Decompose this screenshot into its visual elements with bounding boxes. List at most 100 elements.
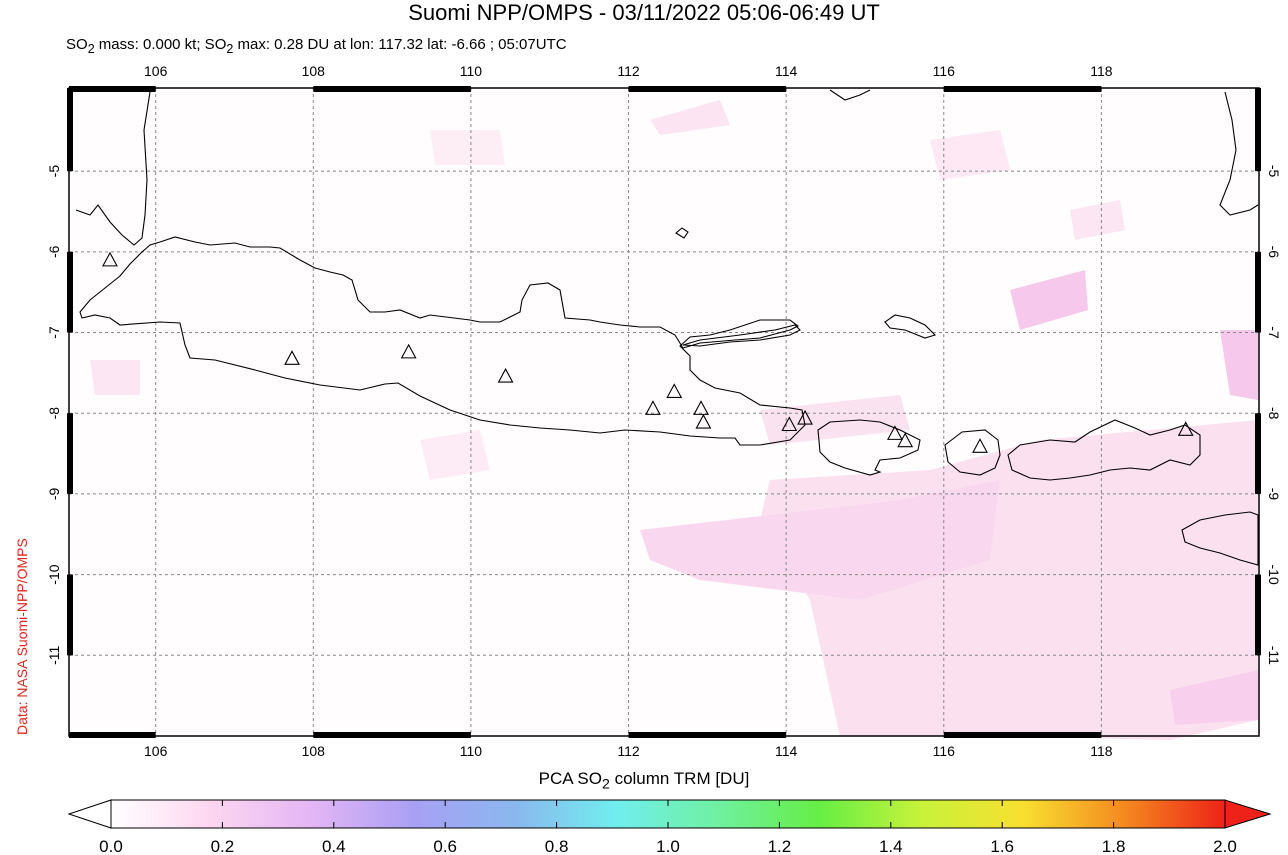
lon-tick-label-bottom: 110	[460, 743, 483, 759]
lon-tick-label-top: 118	[1090, 63, 1113, 79]
frame-bar-bottom	[943, 732, 1102, 738]
colorbar-tick-label: 1.2	[768, 837, 792, 855]
frame-bar-left	[67, 88, 73, 172]
lon-tick-label-bottom: 112	[617, 743, 640, 759]
coastlines	[75, 89, 1259, 566]
lat-tick-label-left: -11	[46, 645, 62, 664]
colorbar-tick-label: 1.4	[879, 837, 903, 855]
colorbar-tick-label: 0.2	[211, 837, 235, 855]
lat-tick-label-left: -10	[46, 564, 62, 584]
coastline-sumatra	[75, 91, 151, 246]
colorbar-tick-label: 0.8	[545, 837, 569, 855]
frame-scale-bars	[67, 86, 1261, 738]
lat-tick-label-right: -7	[1266, 326, 1282, 339]
volcano-marker	[102, 251, 118, 267]
frame-bar-top	[69, 86, 156, 92]
lat-tick-label-left: -8	[46, 407, 62, 420]
colorbar-tick-label: 1.8	[1102, 837, 1126, 855]
lon-tick-label-top: 106	[144, 63, 168, 79]
colorbar-tick-label: 2.0	[1213, 837, 1237, 855]
frame-bar-right	[1255, 413, 1261, 494]
volcano-layer	[102, 251, 1194, 453]
volcano-marker	[897, 432, 914, 448]
so2-swath	[90, 360, 140, 395]
coastline-lombok	[944, 429, 1001, 476]
coastline-bawean	[675, 227, 689, 239]
volcano-marker	[693, 400, 709, 415]
coastline-sumba	[1181, 511, 1259, 566]
frame-bar-top	[628, 86, 787, 92]
frame-bar-bottom	[313, 732, 471, 738]
coastline-sulawesi	[1219, 91, 1259, 216]
so2-swath	[1010, 270, 1088, 330]
colorbar-over-arrow	[1224, 799, 1272, 829]
colorbar-tick-label: 0.4	[322, 837, 346, 855]
frame-bar-right	[1255, 251, 1261, 333]
colorbar-tick-label: 1.6	[990, 837, 1014, 855]
colorbar-title: PCA SO2 column TRM [DU]	[538, 769, 750, 793]
coastline-bali	[817, 419, 921, 476]
axis-tick-labels: 106 106 108 108 110 110 112 112 114 114 116 116 118 1…	[46, 63, 1282, 759]
lon-tick-label-top: 116	[933, 63, 956, 79]
frame-bar-bottom	[628, 732, 787, 738]
plot-title: Suomi NPP/OMPS - 03/11/2022 05:06-06:49 …	[408, 0, 880, 25]
frame-bar-top	[943, 86, 1102, 92]
lat-tick-label-right: -6	[1266, 246, 1282, 259]
volcano-marker	[972, 438, 988, 453]
lat-tick-label-right: -5	[1266, 165, 1282, 178]
lon-tick-label-top: 110	[460, 63, 483, 79]
volcano-marker	[797, 409, 813, 425]
coastline-madura	[682, 324, 801, 347]
so2-swath	[930, 130, 1010, 180]
so2-swath	[760, 420, 1258, 740]
frame-bar-right	[1255, 88, 1261, 172]
so2-swath	[650, 100, 730, 135]
so2-swath	[1070, 200, 1125, 240]
lon-tick-label-bottom: 114	[775, 743, 798, 759]
volcano-marker	[695, 413, 712, 429]
so2-swath	[420, 430, 490, 480]
colorbar-ticks: 0.0 0.2 0.4 0.6 0.8 1.0 1.2 1.4 1.6 1.8 2.0	[99, 800, 1237, 855]
coastline-java	[79, 236, 806, 446]
frame-bar-left	[67, 574, 73, 656]
colorbar-tick-label: 1.0	[656, 837, 680, 855]
so2-swath	[430, 130, 505, 165]
lat-tick-label-left: -6	[46, 245, 62, 258]
frame-bar-left	[67, 251, 73, 333]
frame-bar-right	[1255, 574, 1261, 656]
lat-tick-label-right: -11	[1266, 646, 1282, 665]
lon-tick-label-top: 108	[302, 63, 326, 79]
lat-tick-label-right: -9	[1266, 488, 1282, 501]
frame-bar-left	[67, 413, 73, 494]
frame-bar-bottom	[69, 732, 156, 738]
so2-swath	[1170, 670, 1258, 725]
volcano-marker	[666, 383, 683, 398]
lon-tick-label-top: 112	[617, 63, 640, 79]
frame-bar-top	[313, 86, 471, 92]
volcano-marker	[400, 343, 417, 359]
lat-tick-label-right: -8	[1266, 407, 1282, 420]
lon-tick-label-bottom: 116	[933, 743, 956, 759]
volcano-marker	[781, 416, 798, 432]
lat-tick-label-left: -5	[46, 165, 62, 178]
lon-tick-label-bottom: 118	[1090, 743, 1113, 759]
lon-tick-label-bottom: 108	[302, 743, 326, 759]
coastline-sumbawa	[1007, 419, 1201, 481]
lon-tick-label-top: 114	[775, 63, 798, 79]
lat-tick-label-right: -10	[1266, 564, 1282, 584]
lat-tick-label-left: -7	[46, 326, 62, 339]
volcano-marker	[284, 350, 300, 365]
volcano-marker	[886, 425, 903, 440]
colorbar-tick-label: 0.0	[99, 837, 123, 855]
volcano-marker	[497, 367, 514, 383]
coastline-kangean	[884, 314, 937, 339]
volcano-marker	[1177, 421, 1194, 436]
so2-swath-layer	[90, 100, 1258, 740]
lat-tick-label-left: -9	[46, 487, 62, 500]
lon-tick-label-bottom: 106	[144, 743, 168, 759]
volcano-marker	[645, 400, 661, 415]
so2-swath	[1220, 330, 1258, 400]
graticule	[69, 88, 1259, 736]
colorbar-tick-label: 0.6	[433, 837, 457, 855]
